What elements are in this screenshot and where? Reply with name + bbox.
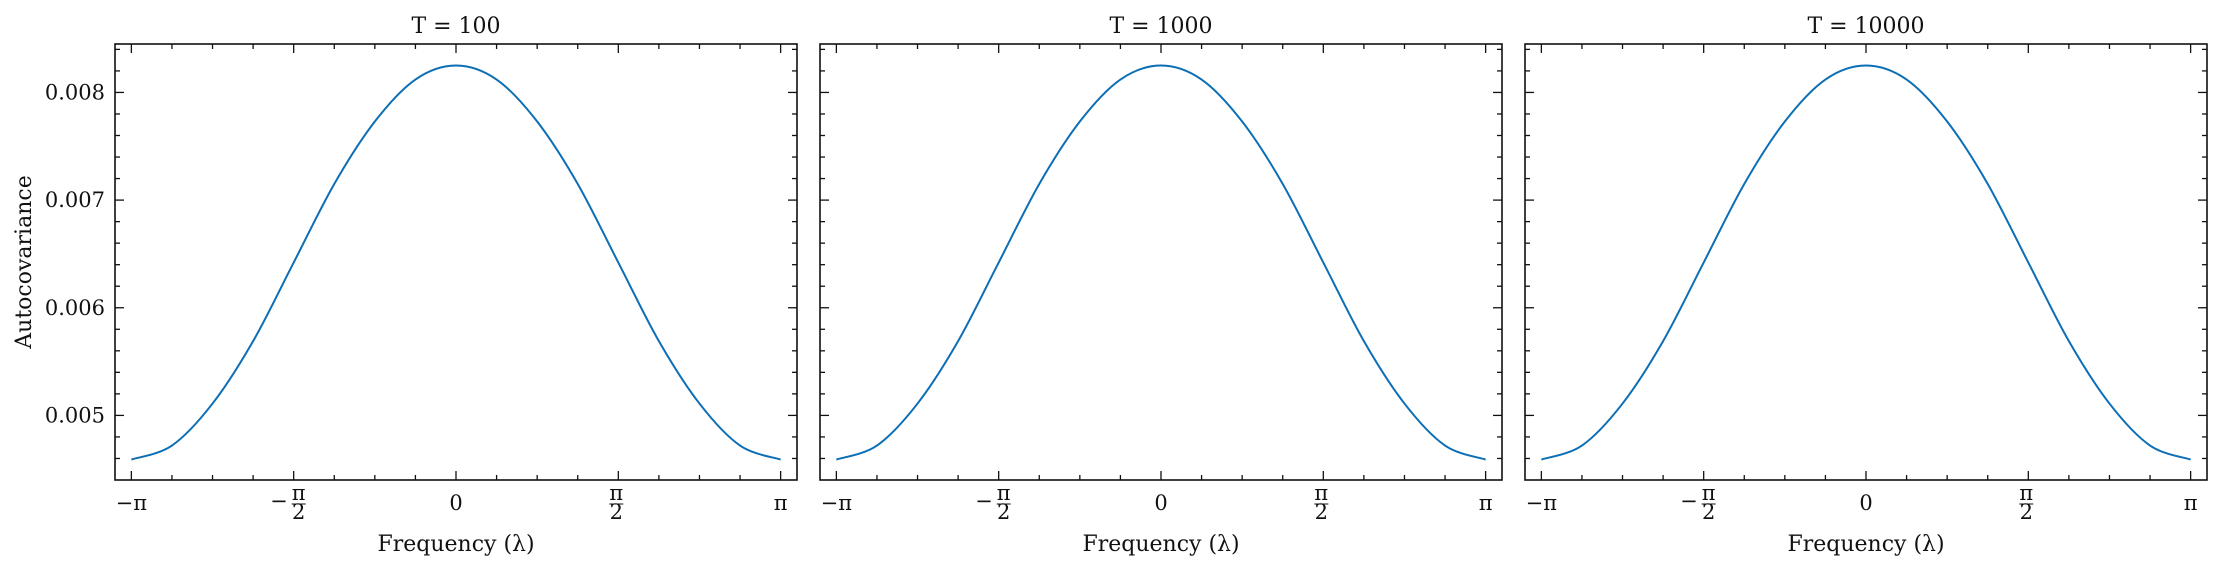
panels: T = 100−π − π2 0 π2 π0.0050.0060.0070.008Freq… [12,14,2208,557]
y-axis-label: Autocovariance [12,175,37,349]
svg-text:2: 2 [292,500,305,524]
x-tick-label: π [2184,491,2198,515]
x-axis-label: Frequency (λ) [1787,532,1944,557]
svg-text:−: − [270,489,288,513]
x-tick-label: − π2 [1680,481,1716,524]
subplot-title: T = 10000 [1807,14,1924,39]
axes-frame [114,43,798,481]
x-tick-label: −π [821,491,853,515]
svg-text:π: π [2019,481,2033,505]
svg-text:2: 2 [610,500,623,524]
svg-text:π: π [1314,481,1328,505]
svg-text:−: − [975,489,993,513]
series-line-1 [836,64,1486,461]
y-tick-label: 0.007 [45,188,105,212]
svg-text:2: 2 [1702,500,1715,524]
x-tick-label: − π2 [270,481,306,524]
x-tick-label: 0 [1859,491,1872,515]
x-tick-label: π2 [2019,481,2033,524]
x-axis-label: Frequency (λ) [377,532,534,557]
y-tick-label: 0.005 [45,403,105,427]
x-axis-label: Frequency (λ) [1082,532,1239,557]
series-line-1 [1541,64,2191,461]
subplot-title: T = 1000 [1109,14,1212,39]
x-tick-label: π [1479,491,1493,515]
series-line-1 [131,64,781,461]
subplot-title: T = 100 [411,14,500,39]
axes-frame [1524,43,2208,481]
y-tick-label: 0.008 [45,80,105,104]
svg-text:−: − [1680,489,1698,513]
y-tick-label: 0.006 [45,296,105,320]
svg-text:2: 2 [997,500,1010,524]
svg-text:π: π [1702,481,1716,505]
x-tick-label: 0 [449,491,462,515]
x-tick-label: π2 [609,481,623,524]
axes-frame [819,43,1503,481]
svg-text:π: π [609,481,623,505]
svg-text:2: 2 [1315,500,1328,524]
x-tick-label: −π [1526,491,1558,515]
x-tick-label: π [774,491,788,515]
svg-text:2: 2 [2020,500,2033,524]
x-tick-label: − π2 [975,481,1011,524]
x-tick-label: 0 [1154,491,1167,515]
x-tick-label: −π [116,491,148,515]
subplot-1: T = 100−π − π2 0 π2 π0.0050.0060.0070.008Freq… [12,14,798,557]
x-tick-label: π2 [1314,481,1328,524]
svg-text:π: π [997,481,1011,505]
svg-text:π: π [292,481,306,505]
